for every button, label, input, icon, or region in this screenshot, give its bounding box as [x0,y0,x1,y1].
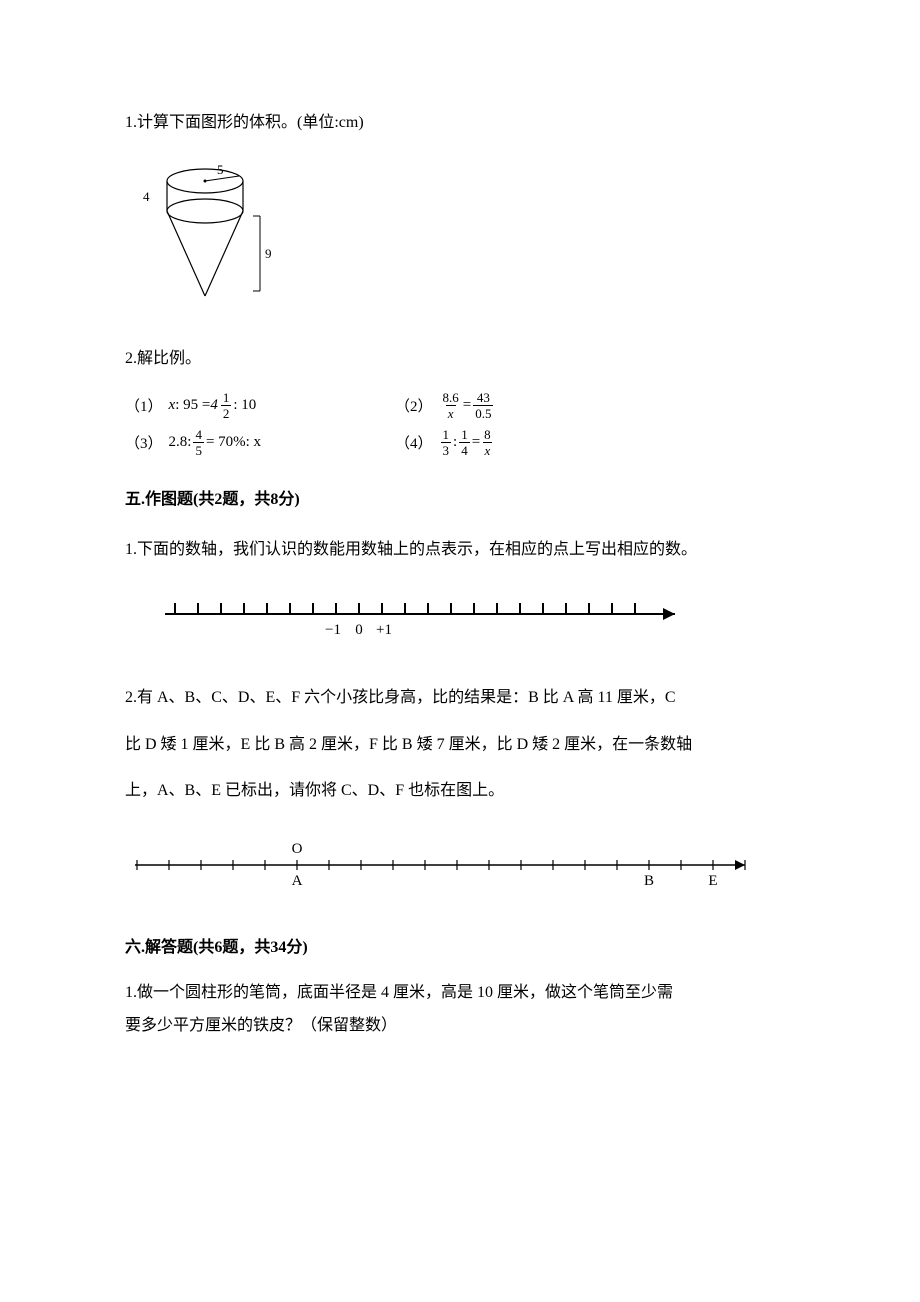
problem-2-text: 2.解比例。 [125,346,795,372]
equation-4: （4） 1 3 : 1 4 = 8 x [395,428,495,457]
section-5-heading: 五.作图题(共2题，共8分) [125,487,795,513]
cone-height-label: 9 [265,246,272,261]
numberline-2-svg: O A B E [125,835,765,895]
eq1-label: （1） [125,395,163,416]
equation-row-2: （3） 2.8: 4 5 = 70%: x （4） 1 3 : 1 [125,428,795,457]
numberline-1: −1 0 +1 [145,589,795,649]
section-6-heading: 六.解答题(共6题，共34分) [125,935,795,961]
equation-2: （2） 8.6 x = 43 0.5 [395,391,495,420]
numberline-1-svg: −1 0 +1 [145,589,705,644]
section5-problem2-line1: 2.有 A、B、C、D、E、F 六个小孩比身高，比的结果是：B 比 A 高 11… [125,679,795,717]
numberline-2: O A B E [125,835,795,900]
section5-problem2-line3: 上，A、B、E 已标出，请你将 C、D、F 也标在图上。 [125,772,795,810]
eq2-label: （2） [395,395,433,416]
figure-cone-cylinder: 5 4 9 [125,161,795,316]
eq4-label: （4） [395,432,433,453]
section5-problem2-line2: 比 D 矮 1 厘米，E 比 B 高 2 厘米，F 比 B 矮 7 厘米，比 D… [125,726,795,764]
eq3-label: （3） [125,432,163,453]
cylinder-height-label: 4 [143,189,150,204]
section6-problem1-line1: 1.做一个圆柱形的笔筒，底面半径是 4 厘米，高是 10 厘米，做这个笔筒至少需 [125,979,795,1008]
label-A: A [292,873,303,889]
label-pos1: +1 [376,622,392,638]
equation-3: （3） 2.8: 4 5 = 70%: x [125,428,395,457]
label-zero: 0 [355,622,363,638]
problem-1-text: 1.计算下面图形的体积。(单位:cm) [125,110,795,136]
label-B: B [644,873,654,889]
label-E: E [708,873,717,889]
equations-block: （1） x : 95 = 4 1 2 : 10 （2） 8.6 x [125,391,795,457]
equation-1: （1） x : 95 = 4 1 2 : 10 [125,391,395,420]
equation-row-1: （1） x : 95 = 4 1 2 : 10 （2） 8.6 x [125,391,795,420]
section6-problem1-line2: 要多少平方厘米的铁皮？（保留整数） [125,1012,795,1041]
geometry-figure-svg: 5 4 9 [125,161,285,311]
radius-label: 5 [217,162,224,177]
label-O: O [292,841,303,857]
section5-problem1-text: 1.下面的数轴，我们认识的数能用数轴上的点表示，在相应的点上写出相应的数。 [125,531,795,569]
label-neg1: −1 [325,622,341,638]
